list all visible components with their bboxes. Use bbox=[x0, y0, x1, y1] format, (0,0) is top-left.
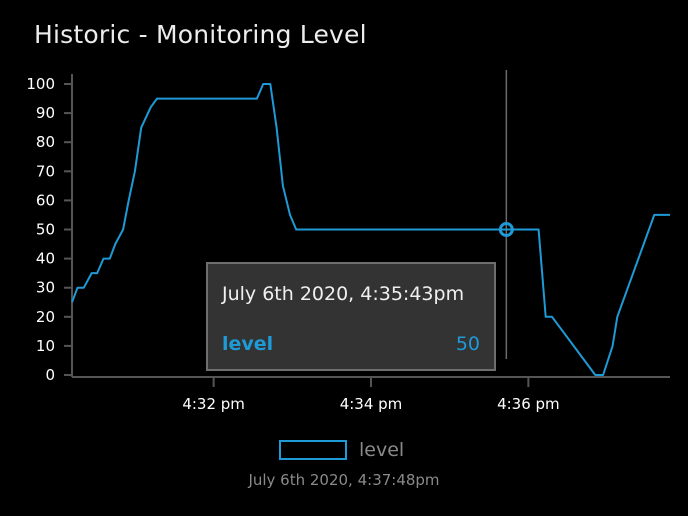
y-tick-label: 10 bbox=[36, 337, 55, 355]
y-tick-label: 0 bbox=[45, 366, 55, 384]
legend-swatch[interactable] bbox=[279, 440, 347, 460]
tooltip-value: 50 bbox=[455, 333, 480, 355]
footer-timestamp: July 6th 2020, 4:37:48pm bbox=[248, 471, 440, 489]
tooltip: July 6th 2020, 4:35:43pm level 50 bbox=[206, 262, 496, 371]
y-tick-label: 70 bbox=[36, 162, 55, 180]
y-tick-label: 60 bbox=[36, 191, 55, 209]
legend[interactable]: level bbox=[279, 439, 404, 461]
chart-title: Historic - Monitoring Level bbox=[34, 20, 367, 49]
x-axis-ticks: 4:32 pm 4:34 pm 4:36 pm bbox=[182, 377, 560, 413]
tooltip-time: July 6th 2020, 4:35:43pm bbox=[222, 283, 465, 305]
y-tick-label: 30 bbox=[36, 279, 55, 297]
hover-point[interactable] bbox=[498, 222, 514, 237]
legend-label[interactable]: level bbox=[359, 439, 405, 461]
x-tick-label: 4:34 pm bbox=[340, 395, 403, 413]
y-axis-ticks: 0 10 20 30 40 50 60 70 80 90 100 bbox=[26, 75, 72, 384]
y-tick-label: 20 bbox=[36, 308, 55, 326]
y-tick-label: 80 bbox=[36, 133, 55, 151]
series-line-level bbox=[71, 83, 670, 376]
y-tick-label: 100 bbox=[26, 75, 55, 93]
x-tick-label: 4:36 pm bbox=[497, 395, 560, 413]
tooltip-series-name: level bbox=[222, 333, 274, 355]
y-tick-label: 40 bbox=[36, 250, 55, 268]
y-tick-label: 50 bbox=[36, 221, 55, 239]
x-tick-label: 4:32 pm bbox=[182, 395, 245, 413]
y-tick-label: 90 bbox=[36, 104, 55, 122]
